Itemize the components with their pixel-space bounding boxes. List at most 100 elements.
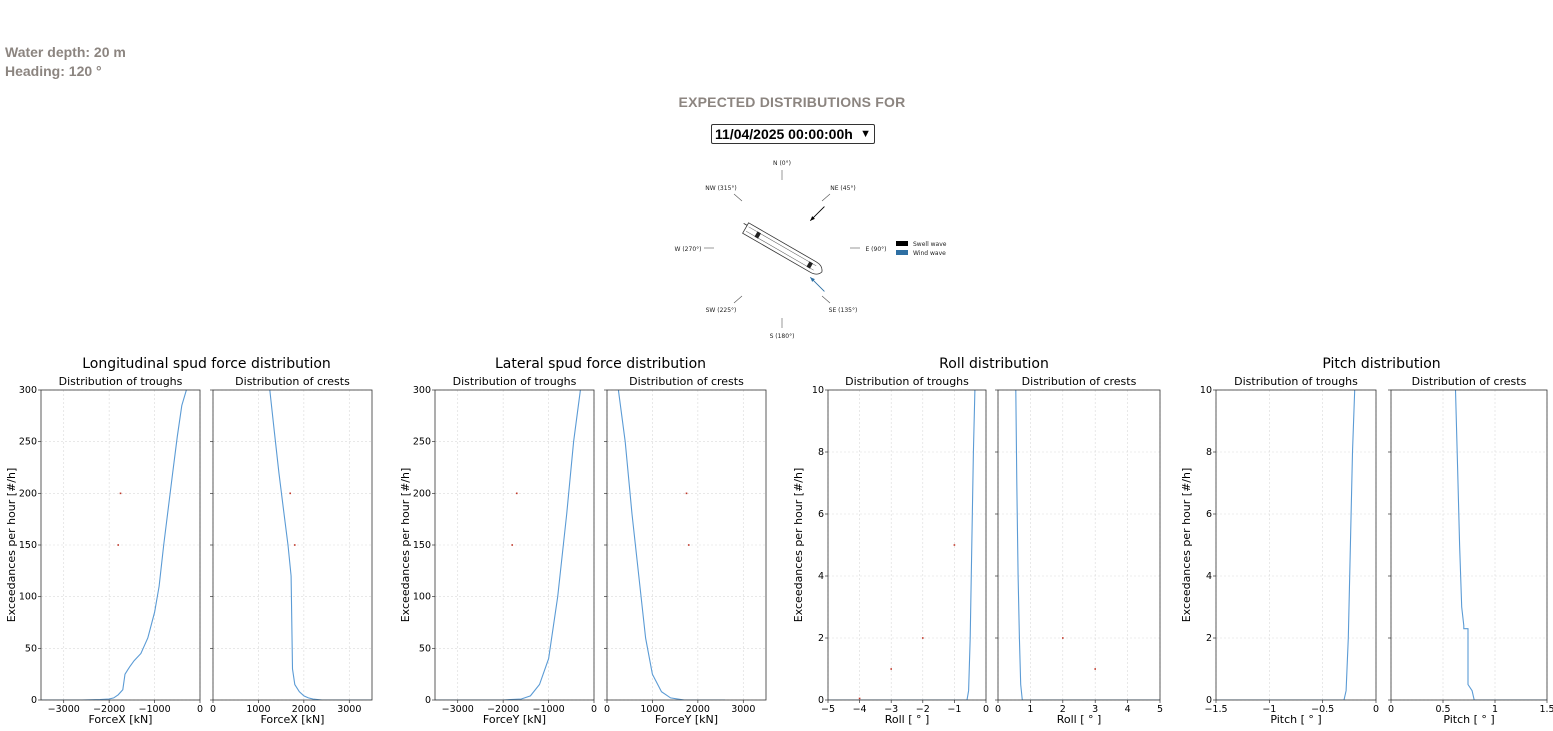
x-tick-label: 3: [1092, 704, 1098, 715]
y-tick-label: 50: [419, 643, 431, 654]
series-line: [269, 390, 372, 700]
x-tick-label: −1: [947, 704, 961, 715]
x-tick-label: −1000: [533, 704, 565, 715]
data-point: [858, 697, 861, 700]
x-tick-label: 1: [1027, 704, 1033, 715]
y-tick-label: 2: [818, 633, 824, 644]
compass-label: NE (45°): [830, 185, 856, 192]
series-line: [1454, 390, 1547, 700]
subplot: 0 0.5 1 1.5 Distribution of crests Pitch [ ° …: [1388, 375, 1553, 726]
plot-frame: [606, 389, 767, 701]
x-axis-label: ForceX [kN]: [261, 713, 325, 726]
x-tick-label: 0: [197, 704, 203, 715]
subplot: −3000 −2000 −1000 0 0 50 100 150 200 250 300 Distri…: [413, 375, 597, 726]
y-tick-label: 4: [818, 571, 824, 582]
plot-frame: [827, 389, 987, 701]
x-axis-label: Pitch [ ° ]: [1270, 713, 1321, 726]
x-tick-label: 0: [591, 704, 597, 715]
page-title: EXPECTED DISTRIBUTIONS FOR: [678, 94, 906, 110]
subplot-title: Distribution of troughs: [1234, 375, 1358, 388]
legend-swatch: [896, 250, 908, 255]
x-tick-label: 1000: [246, 704, 270, 715]
x-tick-label: 3000: [731, 704, 755, 715]
data-point: [890, 668, 892, 670]
chart-title: Lateral spud force distribution: [495, 356, 706, 372]
data-point: [1062, 637, 1064, 639]
chart-title: Longitudinal spud force distribution: [82, 356, 331, 372]
x-tick-label: −1: [1262, 704, 1276, 715]
compass-tick: [821, 193, 831, 202]
x-tick-label: 4: [1125, 704, 1131, 715]
heading-label: Heading: 120 °: [5, 63, 102, 79]
series-line: [828, 390, 976, 700]
y-tick-label: 0: [818, 695, 824, 706]
x-tick-label: 1.5: [1539, 704, 1553, 715]
plot-frame: [40, 389, 201, 701]
series-line: [41, 390, 187, 700]
x-tick-label: −1.5: [1204, 704, 1227, 715]
compass-label: SE (135°): [829, 307, 858, 314]
y-tick-label: 10: [1200, 385, 1212, 396]
subplot: −1.5 −1 −0.5 0 0 2 4 6 8 10 Distribution of trough…: [1200, 375, 1379, 726]
y-tick-label: 50: [25, 643, 37, 654]
legend-label: Wind wave: [913, 250, 946, 257]
y-tick-label: 0: [425, 695, 431, 706]
y-tick-label: 6: [818, 509, 824, 520]
vessel-hull: [742, 222, 823, 275]
x-axis-label: ForceY [kN]: [483, 713, 546, 726]
y-tick-label: 200: [413, 488, 431, 499]
y-axis-label: Exceedances per hour [#/h]: [792, 468, 805, 623]
data-point: [289, 492, 292, 495]
subplot-title: Distribution of crests: [629, 375, 744, 388]
vessel-icon: [742, 222, 823, 275]
subplot: 0 1 2 3 4 5 Distribution of crests Roll [ ° ]: [995, 375, 1163, 726]
y-tick-label: 150: [413, 540, 431, 551]
series-line: [435, 390, 581, 700]
subplot-title: Distribution of crests: [235, 375, 350, 388]
x-tick-label: −0.5: [1311, 704, 1334, 715]
data-point: [511, 544, 514, 546]
date-select[interactable]: 11/04/2025 00:00:00h ▼: [711, 124, 875, 144]
compass-tick: [821, 295, 831, 304]
subplot: 0 1000 2000 3000 Distribution of crests Force…: [210, 375, 373, 726]
subplot: −5 −4 −3 −2 −1 0 0 2 4 6 8 10 Distribution of trough…: [812, 375, 989, 726]
y-tick-label: 10: [812, 385, 824, 396]
subplot: 0 1000 2000 3000 Distribution of crests Force…: [604, 375, 767, 726]
plot-frame: [434, 389, 595, 701]
y-tick-label: 6: [1206, 509, 1212, 520]
compass-label: E (90°): [865, 246, 886, 253]
data-point: [685, 492, 688, 495]
vessel-spud: [806, 261, 813, 269]
y-tick-label: 150: [19, 540, 37, 551]
x-tick-label: 2: [1060, 704, 1066, 715]
y-tick-label: 100: [413, 592, 431, 603]
y-tick-label: 300: [413, 385, 431, 396]
wind-arrow-head: [810, 277, 815, 282]
data-point: [119, 492, 122, 495]
plot-frame: [1390, 389, 1548, 701]
y-axis-label: Exceedances per hour [#/h]: [1180, 468, 1193, 623]
compass-tick: [733, 193, 743, 202]
x-tick-label: 5: [1157, 704, 1163, 715]
x-tick-label: 1000: [640, 704, 664, 715]
x-tick-label: 1: [1492, 704, 1498, 715]
y-tick-label: 8: [818, 447, 824, 458]
data-point: [953, 544, 956, 546]
x-tick-label: 0.5: [1435, 704, 1450, 715]
series-line: [1015, 390, 1160, 700]
subplot-title: Distribution of crests: [1022, 375, 1137, 388]
x-tick-label: 3000: [337, 704, 361, 715]
y-tick-label: 0: [31, 695, 37, 706]
chart-title: Roll distribution: [939, 356, 1049, 372]
vessel-stern-line: [743, 223, 748, 226]
x-axis-label: Roll [ ° ]: [885, 713, 930, 726]
y-tick-label: 4: [1206, 571, 1212, 582]
data-point: [515, 492, 518, 495]
x-tick-label: 2000: [292, 704, 316, 715]
series-line: [1216, 390, 1356, 700]
x-tick-label: −5: [821, 704, 835, 715]
x-tick-label: −3: [884, 704, 898, 715]
x-tick-label: 0: [604, 704, 610, 715]
legend-label: Swell wave: [913, 241, 947, 248]
subplot: −3000 −2000 −1000 0 0 50 100 150 200 250 300 Distri…: [19, 375, 203, 726]
